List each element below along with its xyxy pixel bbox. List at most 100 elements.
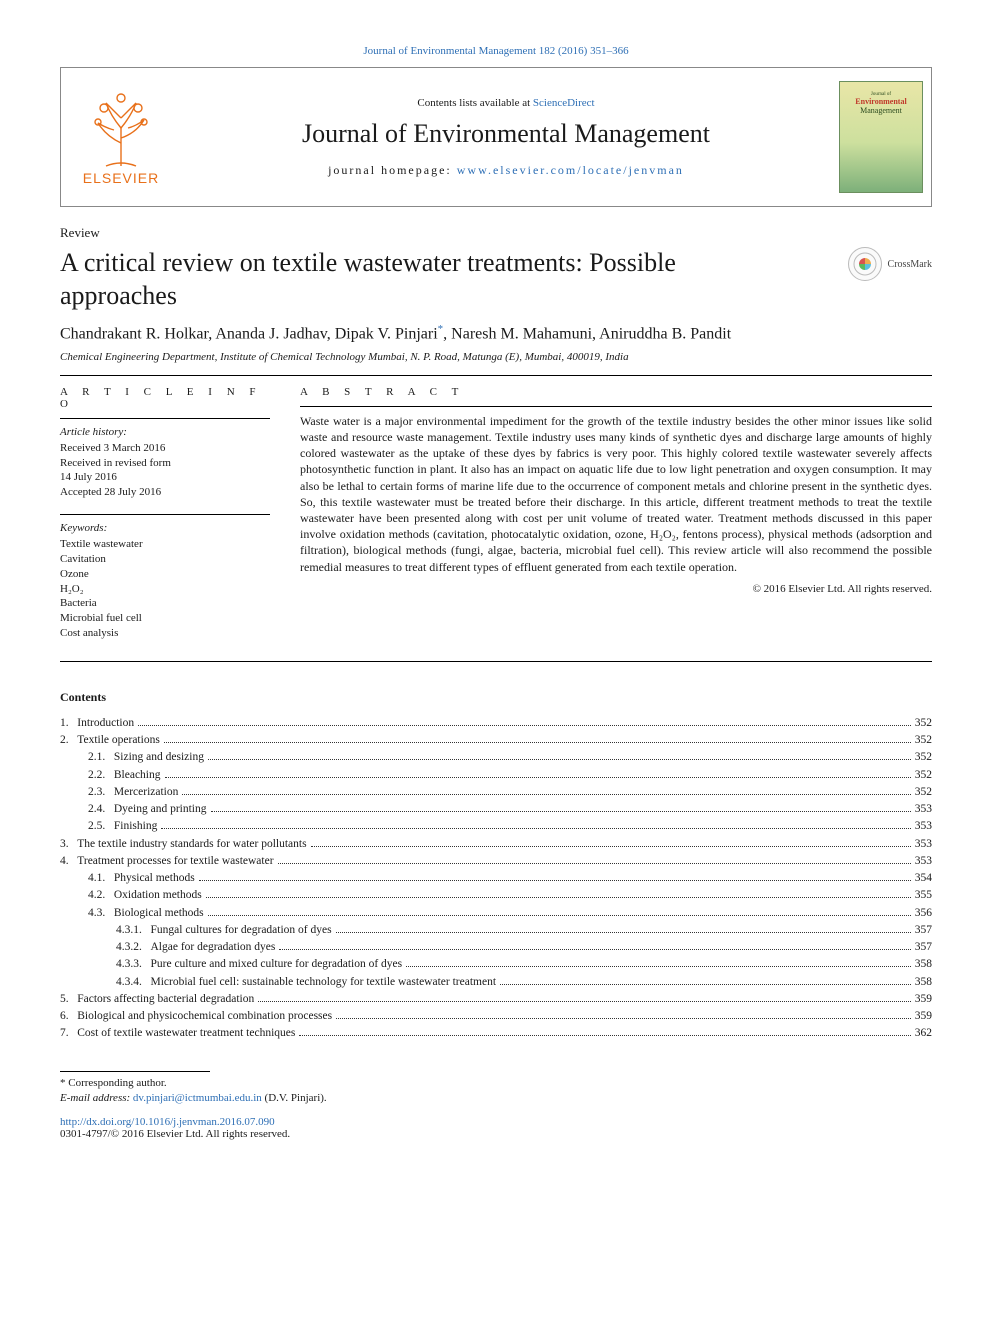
- keyword: Cavitation: [60, 552, 270, 567]
- toc-leader-dots: [208, 759, 911, 760]
- keywords-label: Keywords:: [60, 521, 270, 536]
- journal-cover-thumb: Journal of Environmental Management: [839, 81, 923, 193]
- toc-row[interactable]: 1. Introduction 352: [60, 715, 932, 732]
- toc-number: 6.: [60, 1008, 77, 1025]
- toc-number: 5.: [60, 991, 77, 1008]
- affiliation: Chemical Engineering Department, Institu…: [60, 351, 932, 363]
- toc-number: 4.3.4.: [116, 974, 151, 991]
- toc-row[interactable]: 7. Cost of textile wastewater treatment …: [60, 1025, 932, 1042]
- toc-number: 2.4.: [88, 801, 114, 818]
- crossmark[interactable]: CrossMark: [848, 247, 932, 281]
- toc-row[interactable]: 3. The textile industry standards for wa…: [60, 836, 932, 853]
- toc-page: 357: [915, 922, 932, 939]
- toc-leader-dots: [199, 880, 911, 881]
- toc-leader-dots: [279, 949, 910, 950]
- footnote-rule: [60, 1071, 210, 1072]
- toc-page: 359: [915, 991, 932, 1008]
- authors-main: Chandrakant R. Holkar, Ananda J. Jadhav,…: [60, 325, 438, 342]
- toc-title: Biological methods: [114, 905, 204, 922]
- contents-available-line: Contents lists available at ScienceDirec…: [417, 97, 594, 109]
- toc-title: Cost of textile wastewater treatment tec…: [77, 1025, 295, 1042]
- toc-page: 353: [915, 801, 932, 818]
- email-link[interactable]: dv.pinjari@ictmumbai.edu.in: [133, 1092, 262, 1104]
- toc-title: Oxidation methods: [114, 887, 202, 904]
- homepage-link[interactable]: www.elsevier.com/locate/jenvman: [457, 163, 684, 177]
- toc-leader-dots: [336, 1018, 911, 1019]
- toc-row[interactable]: 4.3.2. Algae for degradation dyes 357: [60, 939, 932, 956]
- toc-page: 352: [915, 784, 932, 801]
- footnote-block: * Corresponding author. E-mail address: …: [60, 1076, 932, 1107]
- toc-number: 4.3.3.: [116, 956, 151, 973]
- article-info-heading: A R T I C L E I N F O: [60, 386, 270, 410]
- toc-number: 2.1.: [88, 749, 114, 766]
- toc-number: 4.1.: [88, 870, 114, 887]
- article-info-column: A R T I C L E I N F O Article history: R…: [60, 386, 270, 655]
- toc-row[interactable]: 4.3.4. Microbial fuel cell: sustainable …: [60, 974, 932, 991]
- keyword: Bacteria: [60, 596, 270, 611]
- issn-copyright: 0301-4797/© 2016 Elsevier Ltd. All right…: [60, 1128, 932, 1140]
- abstract-text: Waste water is a major environmental imp…: [300, 406, 932, 575]
- contents-heading: Contents: [60, 690, 932, 705]
- toc-row[interactable]: 4.1. Physical methods 354: [60, 870, 932, 887]
- doi-link[interactable]: http://dx.doi.org/10.1016/j.jenvman.2016…: [60, 1116, 275, 1128]
- toc-page: 353: [915, 853, 932, 870]
- toc-row[interactable]: 4.2. Oxidation methods 355: [60, 887, 932, 904]
- toc-row[interactable]: 4. Treatment processes for textile waste…: [60, 853, 932, 870]
- toc-page: 352: [915, 715, 932, 732]
- toc-leader-dots: [165, 777, 911, 778]
- toc-number: 4.2.: [88, 887, 114, 904]
- toc-page: 352: [915, 749, 932, 766]
- toc-leader-dots: [164, 742, 911, 743]
- crossmark-label: CrossMark: [888, 259, 932, 270]
- toc-number: 2.3.: [88, 784, 114, 801]
- keywords-block: Keywords: Textile wastewater Cavitation …: [60, 514, 270, 641]
- toc-page: 359: [915, 1008, 932, 1025]
- toc-row[interactable]: 6. Biological and physicochemical combin…: [60, 1008, 932, 1025]
- email-line: E-mail address: dv.pinjari@ictmumbai.edu…: [60, 1091, 932, 1106]
- toc-leader-dots: [406, 966, 911, 967]
- crossmark-icon: [848, 247, 882, 281]
- toc-number: 2.: [60, 732, 77, 749]
- toc-row[interactable]: 2.2. Bleaching 352: [60, 767, 932, 784]
- toc-title: Mercerization: [114, 784, 179, 801]
- toc-page: 358: [915, 956, 932, 973]
- history-line: Accepted 28 July 2016: [60, 485, 270, 500]
- toc-number: 4.: [60, 853, 77, 870]
- toc-number: 2.2.: [88, 767, 114, 784]
- toc-row[interactable]: 4.3.1. Fungal cultures for degradation o…: [60, 922, 932, 939]
- toc-title: Algae for degradation dyes: [151, 939, 276, 956]
- toc-row[interactable]: 4.3.3. Pure culture and mixed culture fo…: [60, 956, 932, 973]
- toc-row[interactable]: 4.3. Biological methods 356: [60, 905, 932, 922]
- toc-leader-dots: [161, 828, 910, 829]
- toc-leader-dots: [182, 794, 910, 795]
- toc-title: Sizing and desizing: [114, 749, 204, 766]
- toc-title: Treatment processes for textile wastewat…: [77, 853, 273, 870]
- toc-row[interactable]: 5. Factors affecting bacterial degradati…: [60, 991, 932, 1008]
- toc-number: 4.3.1.: [116, 922, 151, 939]
- toc-page: 355: [915, 887, 932, 904]
- sciencedirect-link[interactable]: ScienceDirect: [533, 97, 595, 109]
- journal-center: Contents lists available at ScienceDirec…: [181, 68, 831, 206]
- toc-leader-dots: [258, 1001, 911, 1002]
- toc-title: Microbial fuel cell: sustainable technol…: [151, 974, 497, 991]
- toc-page: 362: [915, 1025, 932, 1042]
- toc-number: 7.: [60, 1025, 77, 1042]
- toc-row[interactable]: 2.5. Finishing 353: [60, 818, 932, 835]
- toc-row[interactable]: 2.4. Dyeing and printing 353: [60, 801, 932, 818]
- abstract-heading: A B S T R A C T: [300, 386, 932, 398]
- publisher-logo-cell: ELSEVIER: [61, 68, 181, 206]
- toc-row[interactable]: 2.1. Sizing and desizing 352: [60, 749, 932, 766]
- toc-number: 1.: [60, 715, 77, 732]
- toc-number: 2.5.: [88, 818, 114, 835]
- history-line: Received 3 March 2016: [60, 441, 270, 456]
- keyword: Microbial fuel cell: [60, 611, 270, 626]
- toc-leader-dots: [299, 1035, 910, 1036]
- email-label: E-mail address:: [60, 1092, 133, 1104]
- toc-row[interactable]: 2.3. Mercerization 352: [60, 784, 932, 801]
- citation-link[interactable]: Journal of Environmental Management 182 …: [363, 45, 628, 57]
- article-history-block: Article history: Received 3 March 2016 R…: [60, 418, 270, 500]
- toc-title: Introduction: [77, 715, 134, 732]
- toc-page: 358: [915, 974, 932, 991]
- doi-line: http://dx.doi.org/10.1016/j.jenvman.2016…: [60, 1116, 932, 1128]
- toc-row[interactable]: 2. Textile operations 352: [60, 732, 932, 749]
